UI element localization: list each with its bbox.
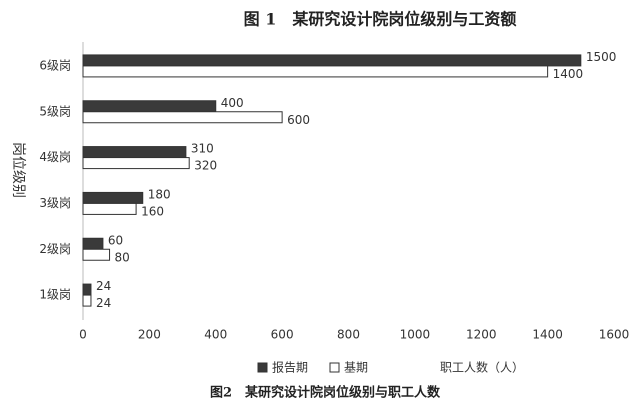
bar — [82, 294, 92, 307]
bar — [82, 54, 582, 67]
x-tick-label: 800 — [337, 328, 360, 342]
bar — [82, 100, 217, 113]
bar — [82, 146, 187, 159]
y-tick-label: 4级岗 — [39, 150, 71, 164]
bar — [82, 157, 190, 170]
caption: 图2 某研究设计院岗位级别与职工人数 — [210, 385, 441, 401]
value-label: 600 — [287, 113, 310, 127]
legend-label: 基期 — [344, 361, 368, 375]
value-label: 320 — [194, 159, 217, 173]
bar — [82, 283, 92, 296]
bar — [82, 237, 104, 250]
bar — [82, 65, 549, 78]
value-label: 60 — [108, 233, 123, 247]
legend-label: 报告期 — [272, 360, 308, 375]
legend-swatch — [329, 362, 340, 373]
value-label: 24 — [96, 279, 111, 293]
y-tick-label: 6级岗 — [39, 58, 71, 72]
x-tick-label: 600 — [271, 328, 294, 342]
x-axis-label: 职工人数（人） — [440, 360, 524, 375]
x-tick-label: 0 — [79, 328, 87, 342]
y-axis-label: 岗位级别 — [10, 142, 26, 198]
value-label: 400 — [221, 96, 244, 110]
x-tick-label: 200 — [138, 328, 161, 342]
value-label: 80 — [115, 250, 130, 264]
value-label: 1500 — [586, 50, 617, 64]
x-tick-label: 1200 — [466, 328, 497, 342]
chart-title: 图 1 某研究设计院岗位级别与工资额 — [244, 10, 517, 29]
y-tick-label: 3级岗 — [39, 196, 71, 210]
x-tick-label: 1600 — [599, 328, 630, 342]
legend-swatch — [257, 362, 268, 373]
y-tick-label: 1级岗 — [39, 288, 71, 302]
y-tick-label: 5级岗 — [39, 104, 71, 118]
x-tick-label: 1400 — [532, 328, 563, 342]
bar — [82, 111, 283, 124]
value-label: 160 — [141, 204, 164, 218]
x-tick-label: 400 — [204, 328, 227, 342]
value-label: 310 — [191, 142, 214, 156]
value-label: 180 — [148, 187, 171, 201]
bar — [82, 191, 144, 204]
x-tick-label: 1000 — [400, 328, 431, 342]
bar — [82, 248, 111, 261]
value-label: 24 — [96, 296, 111, 310]
bar — [82, 202, 137, 215]
y-tick-label: 2级岗 — [39, 242, 71, 256]
value-label: 1400 — [553, 67, 584, 81]
